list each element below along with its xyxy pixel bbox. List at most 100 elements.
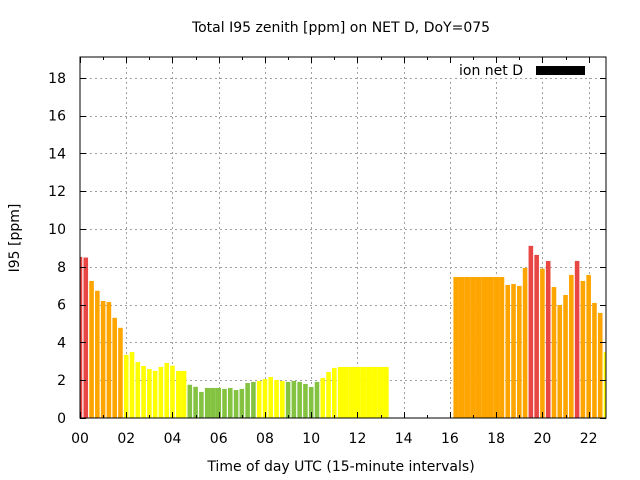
y-tick-label: 4 xyxy=(57,335,66,351)
bar xyxy=(106,301,112,418)
bar xyxy=(210,387,216,418)
x-tick-label: 08 xyxy=(256,431,274,447)
bar xyxy=(297,381,302,418)
bar xyxy=(366,366,372,418)
bar xyxy=(199,391,204,418)
bar xyxy=(348,366,355,418)
bar xyxy=(95,290,100,418)
bar xyxy=(204,387,211,418)
bar xyxy=(118,327,123,418)
bar xyxy=(475,277,482,418)
x-tick-label: 18 xyxy=(487,431,505,447)
bar xyxy=(551,287,557,418)
bar xyxy=(239,388,245,418)
bar xyxy=(332,367,337,418)
x-tick-label: 22 xyxy=(580,431,598,447)
bar xyxy=(233,390,239,418)
y-tick-label: 0 xyxy=(57,411,66,427)
bar xyxy=(326,372,331,418)
x-tick-label: 14 xyxy=(395,431,413,447)
bar xyxy=(458,277,465,418)
x-tick-label: 16 xyxy=(441,431,459,447)
bar xyxy=(181,370,187,418)
bar xyxy=(215,387,222,418)
bar xyxy=(337,366,343,418)
bar xyxy=(487,277,494,418)
bar xyxy=(534,254,539,418)
bar xyxy=(360,366,367,418)
bar xyxy=(245,383,250,418)
bar xyxy=(557,304,563,418)
bar xyxy=(511,284,516,418)
bar xyxy=(303,383,308,418)
y-tick-label: 16 xyxy=(48,109,66,125)
bar xyxy=(528,245,534,418)
bar xyxy=(274,380,279,418)
bar xyxy=(123,354,129,418)
y-tick-label: 8 xyxy=(57,260,66,276)
bar xyxy=(222,388,227,418)
legend: ion net D xyxy=(430,58,590,79)
y-tick-label: 14 xyxy=(48,146,66,162)
y-tick-label: 12 xyxy=(48,184,66,200)
bar xyxy=(540,268,545,418)
x-tick-label: 04 xyxy=(164,431,182,447)
bar xyxy=(354,366,361,418)
bar xyxy=(603,352,606,418)
bar xyxy=(383,366,389,418)
y-tick-label: 18 xyxy=(48,71,66,87)
y-tick-label: 2 xyxy=(57,373,66,389)
bar xyxy=(522,267,528,418)
bar xyxy=(597,312,603,418)
y-axis-label: I95 [ppm] xyxy=(7,204,23,273)
bar xyxy=(141,366,146,418)
x-tick-label: 10 xyxy=(302,431,320,447)
bar xyxy=(262,379,268,418)
bar xyxy=(129,352,135,418)
bar xyxy=(83,257,89,418)
bar xyxy=(464,277,471,418)
bar xyxy=(517,285,522,418)
bar xyxy=(343,366,349,418)
bar xyxy=(291,380,297,418)
bar xyxy=(499,277,505,418)
bar xyxy=(80,256,83,418)
bar xyxy=(453,277,459,418)
legend-swatch xyxy=(536,66,585,75)
bar xyxy=(170,365,175,418)
bar xyxy=(193,386,198,418)
x-tick-label: 20 xyxy=(534,431,552,447)
x-tick-label: 00 xyxy=(71,431,89,447)
bar xyxy=(314,381,320,418)
bar xyxy=(580,280,586,418)
bar xyxy=(268,376,274,418)
bar xyxy=(187,384,193,418)
bar xyxy=(574,260,580,418)
bar xyxy=(158,366,164,418)
bar xyxy=(470,277,476,418)
bar xyxy=(592,302,597,418)
bar xyxy=(377,366,384,418)
x-tick-label: 06 xyxy=(210,431,228,447)
bar xyxy=(563,294,568,418)
chart-title: Total I95 zenith [ppm] on NET D, DoY=075 xyxy=(191,20,490,36)
bar xyxy=(135,362,141,418)
plot-border xyxy=(79,56,607,419)
x-tick-label: 02 xyxy=(117,431,135,447)
y-tick-label: 6 xyxy=(57,298,66,314)
x-tick-label: 12 xyxy=(349,431,367,447)
bar xyxy=(228,387,233,418)
bar xyxy=(371,366,378,418)
bar xyxy=(308,387,314,418)
y-tick-label: 10 xyxy=(48,222,66,238)
bar xyxy=(285,381,291,418)
bar xyxy=(320,377,326,418)
bar xyxy=(175,370,182,418)
bar xyxy=(569,274,574,418)
bar xyxy=(89,280,94,418)
bar xyxy=(147,369,152,418)
bar xyxy=(505,284,511,418)
x-axis-label: Time of day UTC (15-minute intervals) xyxy=(206,459,474,475)
